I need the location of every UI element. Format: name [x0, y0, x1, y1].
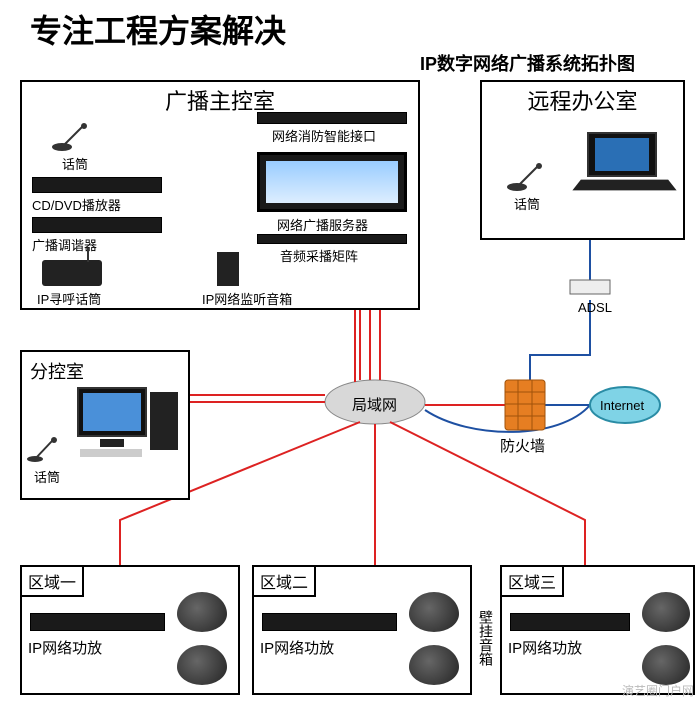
remote-mic-label: 话筒 — [514, 194, 540, 213]
zone3-badge: 区域三 — [502, 567, 564, 597]
sub-title: 分控室 — [30, 358, 84, 384]
zone2-box: 区域二 IP网络功放 — [252, 565, 472, 695]
cddvd-label: CD/DVD播放器 — [32, 195, 121, 214]
remote-title: 远程办公室 — [482, 84, 683, 116]
sub-control-box: 分控室 话筒 — [20, 350, 190, 500]
zone1-amp — [30, 613, 165, 631]
zone2-amp-label: IP网络功放 — [260, 637, 334, 658]
lan-label: 局域网 — [352, 394, 397, 415]
internet-label: Internet — [600, 398, 644, 413]
pager-label: IP寻呼话筒 — [37, 289, 101, 308]
zone3-box: 区域三 IP网络功放 — [500, 565, 695, 695]
monitor-stand — [100, 439, 124, 447]
zone2-spk2 — [409, 645, 459, 685]
wall-spk-label: 壁挂音箱 — [476, 610, 496, 666]
pc-monitor — [77, 387, 147, 437]
server-label: 网络广播服务器 — [277, 215, 368, 234]
adsl-label: ADSL — [578, 300, 612, 315]
zone1-badge: 区域一 — [22, 567, 84, 597]
pc-tower — [150, 392, 178, 450]
mic-icon — [52, 122, 102, 152]
zone1-box: 区域一 IP网络功放 — [20, 565, 240, 695]
fire-label: 网络消防智能接口 — [272, 126, 376, 145]
zone1-amp-label: IP网络功放 — [28, 637, 102, 658]
control-room-box: 广播主控室 话筒 CD/DVD播放器 广播调谐器 IP寻呼话筒 网络消防智能接口… — [20, 80, 420, 310]
sub-mic-label: 话筒 — [34, 467, 60, 486]
firewall-label: 防火墙 — [500, 435, 545, 456]
zone3-amp — [510, 613, 630, 631]
zone2-spk1 — [409, 592, 459, 632]
sub-mic-icon — [27, 437, 67, 463]
zone1-spk1 — [177, 592, 227, 632]
zone2-badge: 区域二 — [254, 567, 316, 597]
zone1-spk2 — [177, 645, 227, 685]
subtitle: IP数字网络广播系统拓扑图 — [420, 50, 635, 76]
server-device — [257, 152, 407, 212]
remote-office-box: 远程办公室 话筒 — [480, 80, 685, 240]
zone3-spk2 — [642, 645, 690, 685]
cddvd-device — [32, 177, 162, 193]
pager-device — [42, 260, 102, 286]
mic-label: 话筒 — [62, 154, 88, 173]
laptop-icon — [577, 132, 672, 197]
remote-mic-icon — [507, 162, 557, 192]
zone3-amp-label: IP网络功放 — [508, 637, 582, 658]
main-title: 专注工程方案解决 — [30, 6, 286, 52]
tuner-device — [32, 217, 162, 233]
fire-interface — [257, 112, 407, 124]
monitor-speaker-device — [217, 252, 239, 286]
zone3-spk1 — [642, 592, 690, 632]
watermark: 演艺圈门户网 — [622, 682, 694, 699]
keyboard-icon — [80, 449, 142, 457]
monitor-speaker-label: IP网络监听音箱 — [202, 289, 292, 308]
zone2-amp — [262, 613, 397, 631]
matrix-label: 音频采播矩阵 — [280, 246, 358, 265]
matrix-device — [257, 234, 407, 244]
